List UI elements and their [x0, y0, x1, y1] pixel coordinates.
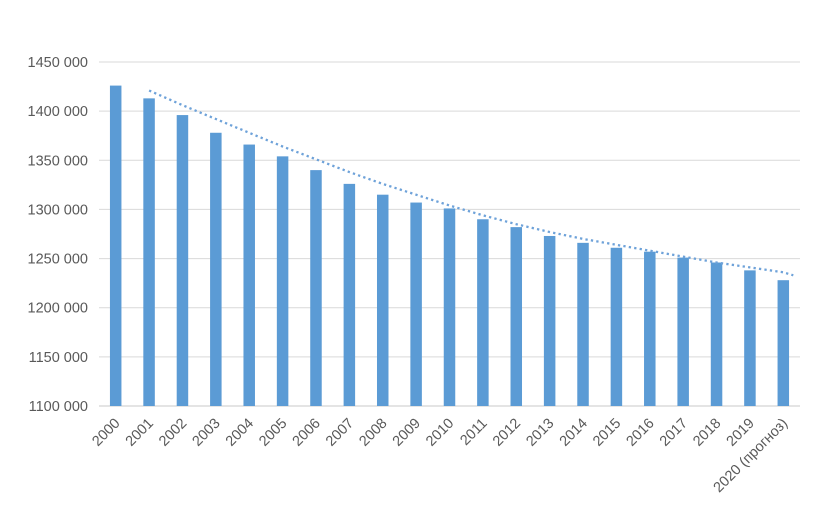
bar-2016: [644, 251, 656, 406]
y-axis-tick-label: 1100 000: [29, 399, 88, 415]
bar-2018: [710, 262, 723, 406]
bar-2015: [610, 247, 623, 406]
y-axis-tick-label: 1250 000: [28, 252, 88, 268]
bar-2017: [677, 257, 689, 406]
bar-2019: [744, 270, 756, 406]
trendline-dotted: [148, 89, 794, 277]
bar-2005: [276, 156, 289, 406]
bar-2010: [443, 208, 456, 406]
y-axis-tick-label: 1350 000: [28, 153, 88, 169]
bar-2002: [176, 115, 189, 407]
bar-2006: [310, 170, 322, 406]
bar-2011: [477, 219, 489, 406]
bar-2001: [143, 98, 155, 406]
bar-2003: [210, 132, 222, 406]
y-axis-tick-label: 1200 000: [28, 301, 88, 317]
y-axis-tick-label: 1450 000: [28, 55, 88, 71]
bar-2009: [410, 202, 422, 406]
y-axis-tick-label: 1150 000: [29, 350, 88, 366]
bar-2020: [777, 280, 790, 406]
bar-2012: [510, 227, 523, 406]
y-axis-tick-label: 1300 000: [28, 202, 88, 218]
bar-2004: [243, 144, 255, 406]
bar-2014: [577, 242, 589, 406]
bar-2013: [543, 235, 556, 406]
y-axis-tick-label: 1400 000: [28, 104, 88, 120]
bar-2008: [376, 194, 389, 406]
bar-2007: [343, 183, 356, 406]
bar-2000: [109, 85, 122, 407]
